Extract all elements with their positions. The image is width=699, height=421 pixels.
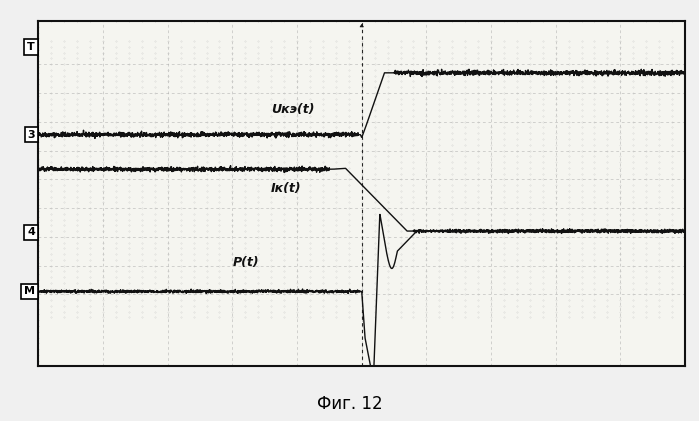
Text: Iк(t): Iк(t)	[271, 182, 302, 195]
Text: 3: 3	[27, 130, 35, 140]
Text: P(t): P(t)	[232, 256, 259, 269]
Text: Uкэ(t): Uкэ(t)	[271, 103, 315, 116]
Text: 4: 4	[27, 227, 35, 237]
Text: Фиг. 12: Фиг. 12	[317, 394, 382, 413]
Text: T: T	[27, 42, 35, 52]
Text: M: M	[24, 286, 35, 296]
